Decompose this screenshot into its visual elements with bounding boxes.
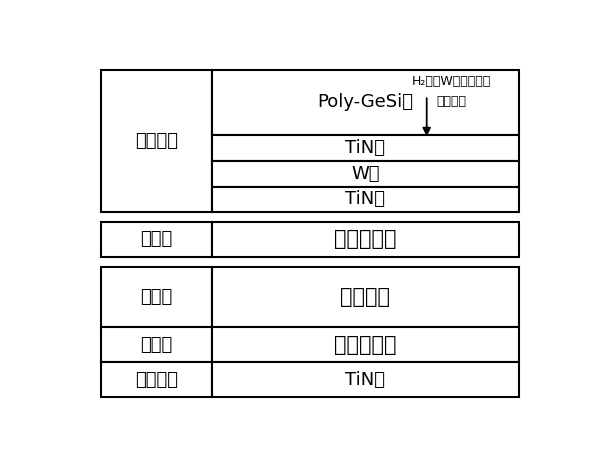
Text: W层: W层 xyxy=(351,165,379,183)
Text: 界面处理层: 界面处理层 xyxy=(334,335,397,355)
Bar xyxy=(212,70,518,135)
Text: TiN层: TiN层 xyxy=(345,190,385,208)
Text: 介质层: 介质层 xyxy=(140,288,173,306)
Text: TiN层: TiN层 xyxy=(345,139,385,157)
Bar xyxy=(102,267,212,328)
Text: 质层扩散: 质层扩散 xyxy=(436,95,466,108)
Bar xyxy=(212,222,518,257)
Bar xyxy=(212,161,518,187)
Bar xyxy=(212,362,518,397)
Text: TiN层: TiN层 xyxy=(345,371,385,389)
Text: 处理层: 处理层 xyxy=(140,231,173,249)
Text: Poly-GeSi层: Poly-GeSi层 xyxy=(318,93,413,111)
Text: 处理层: 处理层 xyxy=(140,336,173,354)
Bar xyxy=(102,222,212,257)
Bar xyxy=(212,328,518,362)
Bar xyxy=(212,267,518,328)
Text: 底部电极: 底部电极 xyxy=(135,371,178,389)
Bar xyxy=(102,328,212,362)
Bar xyxy=(212,187,518,212)
Text: 顶部电极: 顶部电极 xyxy=(135,132,178,150)
Bar xyxy=(102,70,212,212)
Text: H₂因为W层无法向介: H₂因为W层无法向介 xyxy=(411,75,491,88)
Bar xyxy=(102,362,212,397)
Bar xyxy=(212,135,518,161)
Text: 界面处理层: 界面处理层 xyxy=(334,230,397,249)
Text: 多介质层: 多介质层 xyxy=(341,287,390,307)
